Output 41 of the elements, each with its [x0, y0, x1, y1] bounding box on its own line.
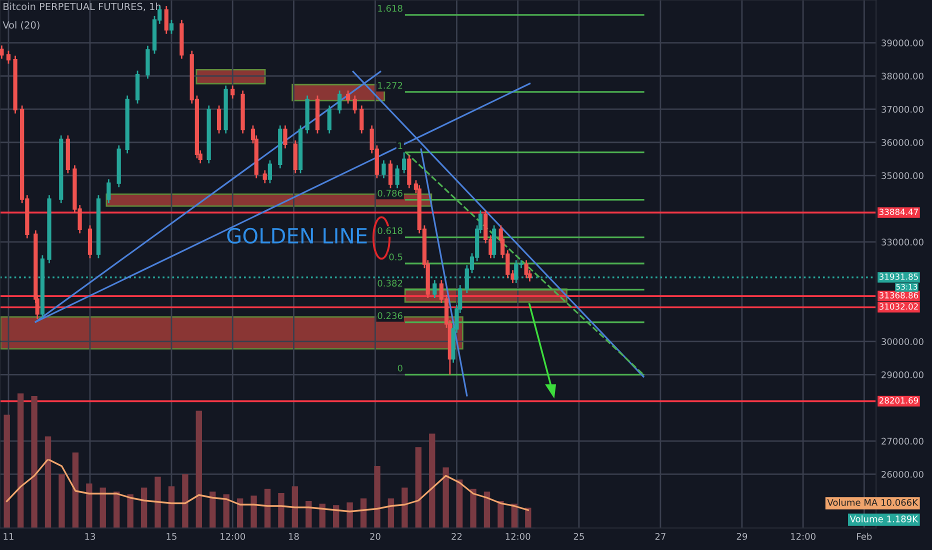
y-tick-label: 38000.00: [882, 72, 924, 80]
x-tick-label: 29: [736, 533, 748, 540]
x-tick-label: 18: [288, 533, 299, 540]
series-label: 0.618: [378, 227, 402, 234]
x-tick-label: 12:00: [220, 533, 246, 540]
series-label: 1.272: [378, 82, 402, 89]
ref-line-label: 31032.02: [879, 303, 918, 310]
x-tick-label: 12:00: [506, 533, 530, 540]
ref-line-label: 31931.85: [879, 273, 918, 280]
y-tick-label: 39000.00: [882, 40, 924, 46]
x-tick-label: 27: [655, 533, 666, 540]
annotation: Volume MA 10.066K: [827, 498, 918, 506]
annotation: GOLDEN LINE: [227, 228, 367, 244]
y-tick-label: 33000.00: [882, 238, 924, 246]
y-tick-label: 35000.00: [882, 172, 924, 180]
y-tick-label: 29000.00: [882, 371, 924, 378]
annotation: Volume 1.189K: [850, 515, 918, 522]
y-tick-label: 37000.00: [882, 106, 924, 113]
x-tick-label: 12:00: [791, 533, 816, 540]
ref-line-label: 33884.47: [879, 208, 918, 215]
x-tick-label: 11: [4, 533, 14, 540]
ref-line-label: 28201.69: [879, 397, 918, 404]
series-label: 0.786: [378, 190, 402, 197]
series-label: 0: [398, 364, 402, 372]
ref-line-label: 31368.86: [879, 292, 918, 298]
series-label: 0.236: [378, 312, 402, 320]
x-tick-label: 25: [574, 533, 584, 540]
y-tick-label: 27000.00: [882, 438, 924, 445]
y-tick-label: 36000.00: [882, 139, 924, 146]
annotation: Vol (20): [2, 21, 40, 30]
series-label: 1.618: [378, 4, 402, 12]
series-label: 1: [398, 142, 402, 150]
series-label: 0.382: [378, 280, 402, 287]
x-tick-label: 20: [370, 533, 380, 540]
x-tick-label: 15: [166, 533, 176, 540]
x-tick-label: 22: [452, 533, 462, 540]
x-tick-label: Feb: [857, 532, 872, 540]
y-tick-label: 26000.00: [882, 470, 924, 478]
y-tick-label: 30000.00: [882, 338, 924, 346]
series-label: 0.5: [389, 254, 402, 260]
x-tick-label: 13: [85, 533, 96, 540]
